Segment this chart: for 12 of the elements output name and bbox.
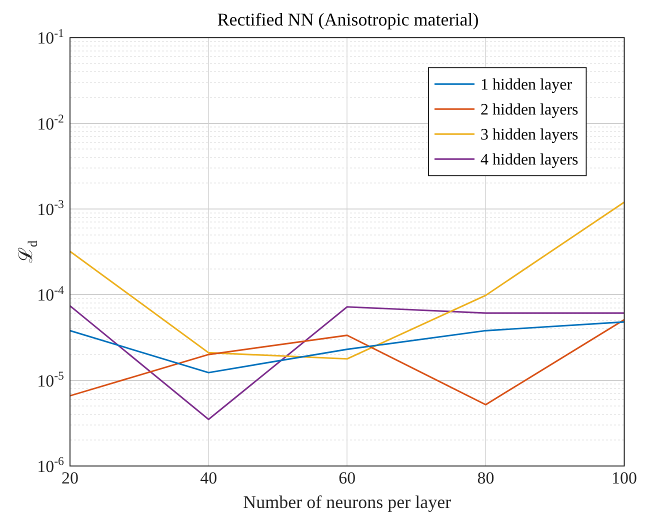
legend-label: 1 hidden layer xyxy=(480,76,573,94)
legend-label: 2 hidden layers xyxy=(480,101,578,118)
chart-title: Rectified NN (Anisotropic material) xyxy=(217,10,479,30)
y-axis-title: ℒd xyxy=(16,240,40,264)
x-tick-label: 60 xyxy=(338,468,356,488)
legend-label: 3 hidden layers xyxy=(480,126,578,144)
x-axis-title: Number of neurons per layer xyxy=(243,492,452,512)
x-tick-label: 80 xyxy=(477,468,494,488)
x-tick-label: 100 xyxy=(612,468,637,488)
x-tick-label: 40 xyxy=(200,468,218,488)
x-tick-label: 20 xyxy=(62,468,78,488)
legend-label: 4 hidden layers xyxy=(480,151,578,168)
